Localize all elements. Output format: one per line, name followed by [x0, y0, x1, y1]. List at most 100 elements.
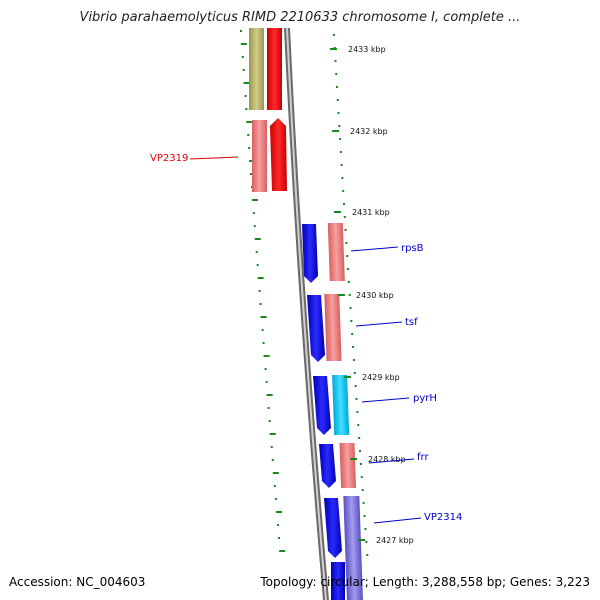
feature-olive[interactable]: [249, 28, 264, 110]
right-track-dot: [346, 255, 349, 257]
right-track-dot: [342, 203, 345, 205]
right-track-dot: [353, 372, 356, 374]
gene-leader-line: [368, 458, 415, 464]
left-track-dot: [267, 407, 270, 409]
gene-label[interactable]: tsf: [405, 317, 418, 328]
right-track-dot: [360, 476, 363, 478]
left-track-dot: [268, 420, 271, 422]
gene-label[interactable]: pyrH: [413, 393, 437, 404]
right-track-dot: [339, 138, 342, 140]
right-track-dot: [354, 385, 357, 387]
right-track-dot: [344, 229, 347, 231]
gene-label[interactable]: VP2319: [150, 153, 188, 164]
gene-leader-line: [189, 156, 239, 160]
scale-tick: [334, 211, 341, 213]
right-track-dot: [350, 320, 353, 322]
accession-text: Accession: NC_004603: [9, 575, 146, 589]
gene-label[interactable]: frr: [417, 452, 429, 463]
left-track-dot: [264, 368, 267, 370]
gene-rpsb-pink[interactable]: [327, 223, 345, 281]
scale-tick: [358, 539, 365, 541]
right-track-dot: [356, 411, 359, 413]
right-track-dot: [362, 502, 365, 504]
left-track-dot: [271, 459, 274, 461]
gene-vp2314-arrow[interactable]: [324, 498, 342, 558]
right-track-dot: [341, 177, 344, 179]
left-track-dot: [278, 537, 281, 539]
right-track-dot: [359, 463, 362, 465]
gene-vp2314-purple[interactable]: [343, 496, 363, 600]
left-track-dot: [269, 433, 276, 435]
gene-frr-pink[interactable]: [339, 443, 357, 488]
left-track-dot: [252, 212, 255, 214]
right-track-dot: [338, 125, 341, 127]
right-track-dot: [364, 528, 367, 530]
left-track-dot: [243, 82, 250, 84]
gene-pyrh-cyan[interactable]: [332, 375, 350, 435]
left-track-dot: [273, 485, 276, 487]
right-track-dot: [352, 346, 355, 348]
gene-leader-line: [373, 517, 422, 524]
left-track-dot: [241, 56, 244, 58]
left-track-dot: [254, 238, 261, 240]
gene-label[interactable]: VP2314: [424, 512, 462, 523]
right-track-dot: [334, 60, 337, 62]
left-track-dot: [272, 472, 279, 474]
left-track-dot: [248, 147, 251, 149]
scale-tick: [332, 130, 339, 132]
right-track-dot: [366, 554, 369, 556]
right-track-dot: [355, 398, 358, 400]
right-track-dot: [335, 86, 338, 88]
genome-summary-text: Topology: circular; Length: 3,288,558 bp…: [260, 575, 590, 589]
gene-leader-line: [350, 246, 399, 252]
gene-leader-line: [361, 397, 410, 403]
scale-tick-label: 2431 kbp: [352, 208, 390, 217]
left-track-dot: [265, 381, 268, 383]
upper-gene-block: [249, 28, 287, 192]
left-track-dot: [247, 134, 250, 136]
right-track-dot: [365, 541, 368, 543]
left-track-dot: [242, 69, 245, 71]
gene-tsf-arrow[interactable]: [307, 295, 325, 362]
gene-rpsb-arrow[interactable]: [302, 224, 318, 283]
left-track-dot: [246, 121, 253, 123]
right-track-dot: [339, 151, 342, 153]
left-track-dot: [253, 225, 256, 227]
left-track-dot: [251, 199, 258, 201]
left-track-dot: [258, 290, 261, 292]
gene-frr-arrow[interactable]: [319, 444, 336, 488]
scale-tick: [350, 458, 357, 460]
left-track-dot: [256, 264, 259, 266]
right-track-dot: [337, 112, 340, 114]
gene-tsf-pink[interactable]: [324, 294, 342, 361]
left-track-dot: [245, 108, 248, 110]
gene-label[interactable]: rpsB: [401, 243, 424, 254]
left-track-dot: [250, 186, 253, 188]
scale-tick-label: 2433 kbp: [348, 45, 386, 54]
scale-tick: [338, 294, 345, 296]
left-track-dot: [274, 498, 277, 500]
scale-ticks: 2433 kbp 2432 kbp 2431 kbp 2430 kbp 2429 kbp…: [330, 45, 414, 545]
left-track-dot: [255, 251, 258, 253]
left-track-dot: [270, 446, 273, 448]
gene-vp2319-pink[interactable]: [252, 120, 267, 192]
right-track-dot: [342, 190, 345, 192]
feature-red-upper[interactable]: [267, 28, 282, 110]
left-track-dot: [277, 524, 280, 526]
right-track-dot: [345, 242, 348, 244]
right-track-dot: [359, 450, 362, 452]
right-track-dot: [333, 34, 335, 36]
right-track-dot: [352, 359, 355, 361]
gene-vp2319-arrow[interactable]: [270, 118, 287, 191]
right-track-dot: [358, 437, 361, 439]
right-track-dot: [361, 489, 364, 491]
left-track-dot: [275, 511, 282, 513]
gene-pyrh-arrow[interactable]: [313, 376, 331, 435]
scale-tick: [330, 48, 337, 50]
left-track-dot: [266, 394, 273, 396]
right-track-dot: [343, 216, 346, 218]
left-track-dot: [240, 30, 242, 32]
feature-blue-bottom[interactable]: [331, 562, 345, 600]
left-track-dot: [261, 329, 264, 331]
